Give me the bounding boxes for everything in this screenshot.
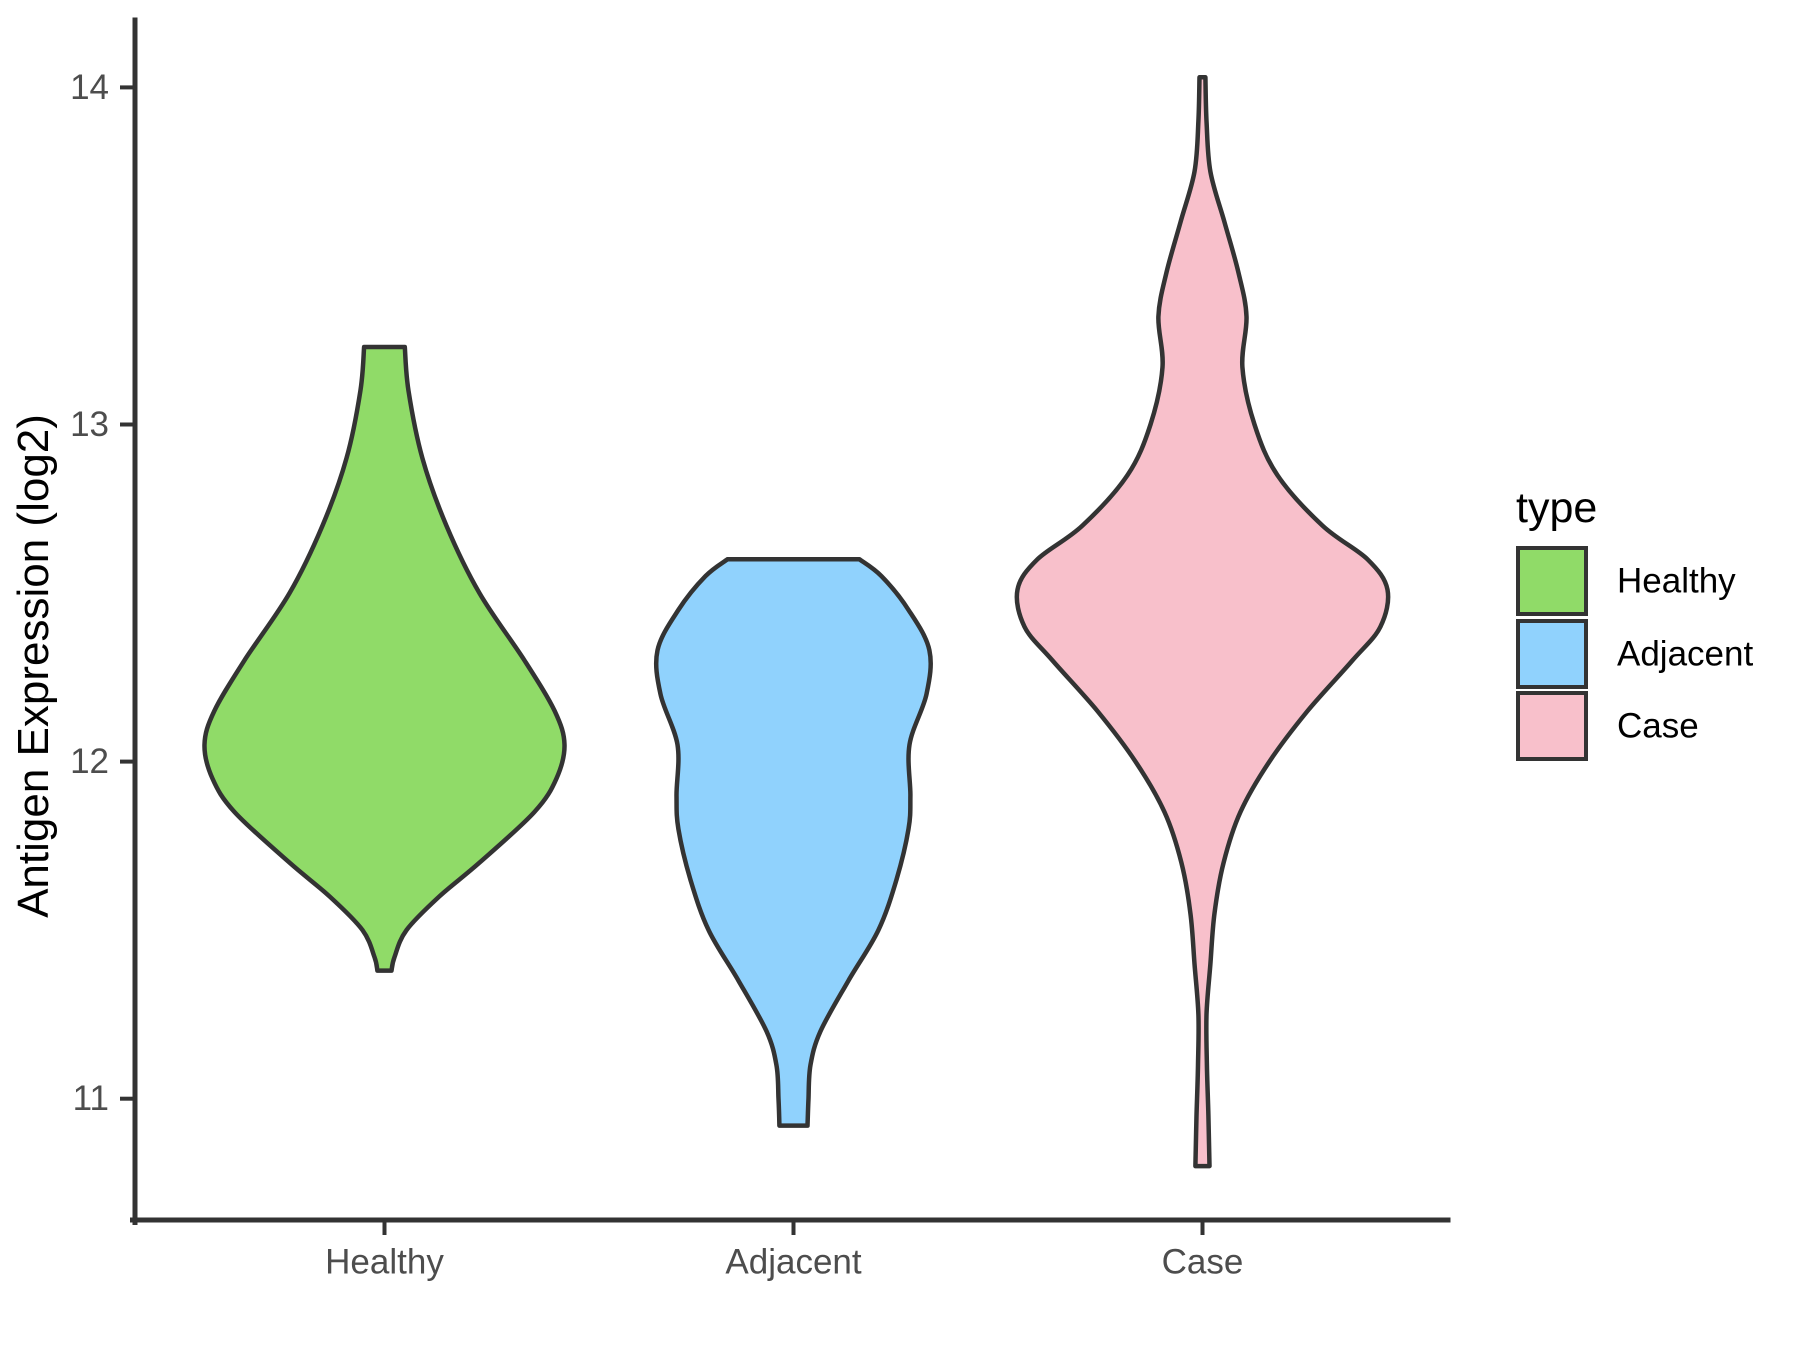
legend-label-adjacent: Adjacent (1617, 635, 1753, 674)
legend-label-healthy: Healthy (1617, 562, 1736, 601)
violin-case (1014, 75, 1391, 1169)
violins-layer (202, 75, 1391, 1169)
legend-key-adjacent (1516, 619, 1588, 689)
violin-adjacent (653, 557, 933, 1128)
x-tick-label-adjacent: Adjacent (725, 1243, 861, 1282)
y-tick-label-12: 12 (70, 742, 109, 781)
legend-title: type (1516, 484, 1597, 532)
legend-key-healthy (1516, 546, 1588, 616)
y-tick-label-11: 11 (73, 1079, 109, 1118)
legend-label-case: Case (1617, 707, 1699, 746)
y-axis-title: Antigen Expression (log2) (9, 414, 58, 918)
y-tick-label-13: 13 (70, 405, 109, 444)
legend: type Healthy Adjacent Case (1516, 484, 1753, 761)
legend-key-case (1516, 691, 1588, 761)
violin-healthy (202, 344, 567, 973)
y-axis-ticks: 11 12 13 14 (70, 68, 135, 1118)
x-tick-label-case: Case (1162, 1243, 1244, 1282)
x-axis-ticks: Healthy Adjacent Case (325, 1220, 1243, 1282)
x-tick-label-healthy: Healthy (325, 1243, 444, 1282)
y-tick-label-14: 14 (70, 68, 109, 107)
